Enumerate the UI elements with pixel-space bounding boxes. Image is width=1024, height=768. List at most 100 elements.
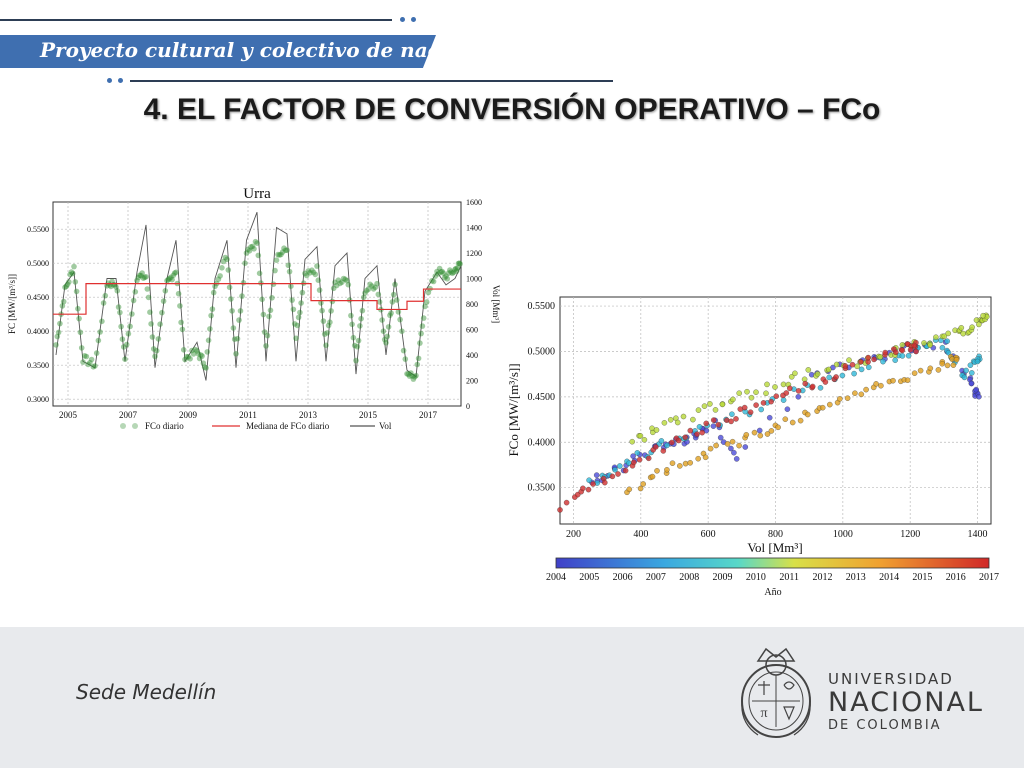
colorbar-tick-label: 2007	[646, 572, 666, 583]
fco-point	[85, 361, 91, 368]
chart1-y2label: Vol [Mm³]	[491, 285, 500, 323]
colorbar-tick-label: 2006	[613, 572, 633, 583]
fco-vol-point	[775, 424, 781, 431]
fco-point	[108, 283, 114, 290]
fco-point	[183, 353, 190, 360]
fco-point	[198, 352, 204, 358]
bottom-divider-line	[130, 80, 613, 82]
fco-vol-point	[680, 413, 687, 420]
chart2-ytick-label: 0.5000	[528, 346, 556, 357]
chart2-ytick-label: 0.4500	[528, 392, 556, 403]
fco-point	[130, 297, 137, 304]
university-name-line2: NACIONAL	[828, 687, 984, 718]
fco-vol-point	[913, 348, 919, 355]
fco-point	[259, 296, 265, 303]
fco-point	[57, 320, 63, 327]
fco-point	[93, 350, 100, 356]
fco-point	[264, 332, 271, 339]
fco-point	[293, 335, 299, 342]
fco-vol-point	[768, 398, 774, 405]
fco-point	[114, 288, 121, 294]
fco-vol-point	[699, 429, 705, 436]
fco-point	[384, 333, 391, 340]
fco-point	[143, 274, 149, 280]
fco-vol-point	[710, 417, 717, 423]
fco-point	[335, 277, 342, 283]
fco-vol-point	[809, 383, 816, 390]
fco-point	[429, 278, 435, 284]
fco-point	[282, 247, 289, 254]
fco-vol-point	[976, 393, 982, 400]
chart1-legend: FCo diario Mediana de FCo diario Vol	[120, 421, 392, 431]
fco-vol-point	[911, 342, 918, 349]
fco-vol-point	[766, 414, 773, 421]
fco-vol-point	[974, 358, 981, 365]
fco-vol-point	[950, 362, 957, 368]
fco-point	[276, 252, 283, 258]
fco-vol-point	[880, 358, 886, 365]
university-name-line3: DE COLOMBIA	[828, 718, 942, 733]
fco-vol-point	[758, 406, 764, 413]
fco-vol-point	[586, 477, 592, 483]
fco-point	[425, 289, 432, 296]
chart1-ytick-label: 0.5000	[27, 259, 49, 268]
fco-vol-point	[753, 389, 759, 395]
fco-point	[303, 272, 310, 279]
fco-point	[269, 295, 275, 301]
fco-vol-point	[911, 370, 918, 376]
fco-vol-point	[783, 390, 790, 396]
fco-point	[254, 240, 260, 246]
fco-point	[267, 307, 274, 314]
fco-vol-point	[927, 365, 934, 372]
fco-point	[389, 299, 396, 305]
fco-point	[348, 312, 354, 319]
fco-point	[187, 356, 193, 362]
fco-vol-point	[795, 394, 802, 400]
fco-vol-point	[640, 481, 646, 487]
fco-point	[219, 265, 225, 271]
fco-vol-point	[636, 456, 643, 463]
fco-point	[77, 329, 84, 336]
fco-vol-point	[768, 428, 775, 434]
fco-vol-point	[694, 431, 700, 437]
fco-point	[369, 283, 375, 289]
fco-point	[273, 257, 280, 263]
fco-vol-point	[893, 349, 899, 356]
fco-point	[251, 246, 257, 252]
top-divider-line	[0, 19, 392, 21]
fco-point	[286, 268, 293, 275]
fco-point	[345, 281, 352, 288]
fco-point	[443, 273, 449, 279]
fco-point	[319, 307, 325, 314]
fco-point	[342, 276, 349, 283]
fco-point	[134, 277, 140, 284]
colorbar-tick-label: 2016	[946, 572, 966, 583]
fco-point	[419, 323, 426, 329]
fco-point	[380, 328, 387, 334]
fco-point	[178, 319, 184, 326]
fco-point	[351, 342, 358, 349]
fco-point	[204, 349, 211, 355]
fco-vol-point	[687, 427, 694, 434]
fco-point	[435, 271, 442, 277]
fco-point	[409, 373, 415, 379]
legend-fco-marker	[120, 423, 126, 429]
fco-point	[327, 319, 333, 325]
chart1-xtick-label: 2017	[419, 410, 438, 420]
fco-vol-point	[612, 467, 618, 473]
fco-point	[417, 340, 423, 346]
chart1-ylabel: FC [MW/[m³/s]]	[7, 274, 17, 334]
colorbar-tick-label: 2014	[879, 572, 899, 583]
fco-point	[302, 270, 308, 277]
fco-point	[379, 317, 385, 323]
fco-point	[115, 304, 122, 310]
fco-point	[355, 337, 362, 344]
fco-vol-point	[626, 486, 633, 493]
fco-point	[445, 270, 452, 276]
fco-point	[376, 299, 383, 305]
fco-vol-point	[736, 390, 742, 396]
chart1-title: Urra	[243, 186, 271, 202]
chart1-xtick-label: 2009	[179, 410, 198, 420]
fco-point	[132, 289, 139, 295]
fco-vol-point	[873, 381, 879, 387]
